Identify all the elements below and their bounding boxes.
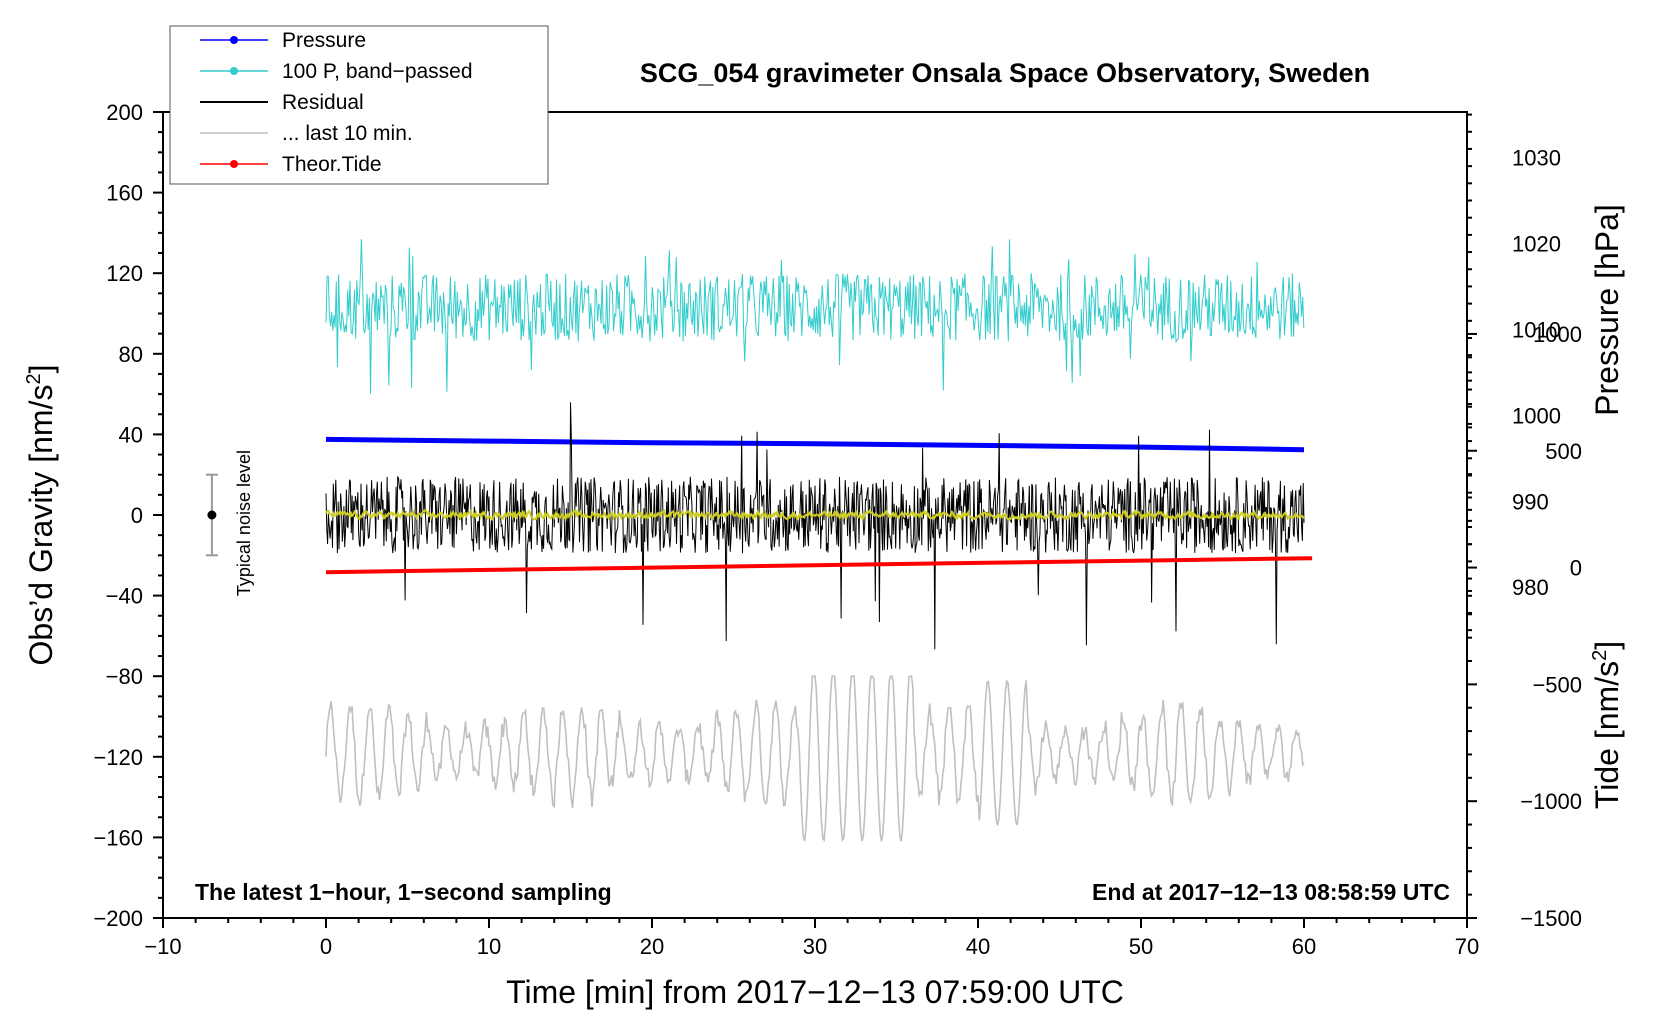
y-axis-left-title-sup: 2 bbox=[23, 373, 45, 384]
tide-tick-label: −1500 bbox=[1520, 906, 1582, 931]
y-axis-left-title: Obs’d Gravity [nm/s2] bbox=[23, 365, 59, 666]
pressure-tick-label: 1010 bbox=[1512, 317, 1561, 342]
legend-items: Pressure 100 P, band−passed Residual ... la… bbox=[200, 29, 473, 176]
x-tick-label: 0 bbox=[320, 934, 332, 959]
tide-tick-label: 0 bbox=[1570, 556, 1582, 581]
tide-tick-label: 500 bbox=[1545, 439, 1582, 464]
x-axis: −10 0 10 20 30 40 50 60 70 bbox=[144, 918, 1479, 959]
x-tick-label: 40 bbox=[966, 934, 990, 959]
y-tick-label: 160 bbox=[106, 181, 143, 206]
y-tick-label: −200 bbox=[93, 906, 143, 931]
y-tick-label: 80 bbox=[119, 342, 143, 367]
legend-marker bbox=[230, 36, 238, 44]
tide-axis-title-end: ] bbox=[1589, 641, 1625, 650]
legend-label: Pressure bbox=[282, 29, 366, 52]
x-tick-label: 20 bbox=[640, 934, 664, 959]
x-axis-title: Time [min] from 2017−12−13 07:59:00 UTC bbox=[506, 974, 1124, 1010]
pressure-axis: 980 990 1000 1010 1020 1030 bbox=[1467, 113, 1561, 632]
pressure-tick-label: 980 bbox=[1512, 575, 1549, 600]
chart-title: SCG_054 gravimeter Onsala Space Observat… bbox=[640, 58, 1370, 88]
series-band-passed-pressure bbox=[325, 239, 1305, 394]
pressure-axis-title: Pressure [hPa] bbox=[1589, 204, 1625, 416]
legend-label: ... last 10 min. bbox=[282, 122, 413, 145]
series-theoretical-tide bbox=[325, 556, 1313, 575]
y-axis-left: −200 −160 −120 −80 −40 0 40 80 120 160 200 bbox=[93, 100, 163, 931]
y-tick-label: −80 bbox=[106, 664, 143, 689]
y-tick-label: 0 bbox=[131, 503, 143, 528]
x-tick-label: 10 bbox=[477, 934, 501, 959]
tide-axis: −1500 −1000 −500 0 500 1000 bbox=[1467, 322, 1582, 931]
pressure-tick-label: 1030 bbox=[1512, 146, 1561, 171]
x-tick-label: 70 bbox=[1455, 934, 1479, 959]
y-tick-label: 120 bbox=[106, 261, 143, 286]
tide-tick-label: −1000 bbox=[1520, 789, 1582, 814]
tide-tick-label: 1000 bbox=[1533, 322, 1582, 347]
y-tick-label: −160 bbox=[93, 825, 143, 850]
series-pressure bbox=[325, 436, 1305, 453]
footer-sampling-note: The latest 1−hour, 1−second sampling bbox=[195, 879, 612, 905]
pressure-tick-label: 1000 bbox=[1512, 403, 1561, 428]
y-tick-label: 40 bbox=[119, 422, 143, 447]
pressure-tick-label: 1020 bbox=[1512, 231, 1561, 256]
tide-axis-title-main: Tide [nm/s bbox=[1589, 661, 1625, 809]
legend: Pressure 100 P, band−passed Residual ... la… bbox=[169, 25, 549, 185]
x-tick-label: 30 bbox=[803, 934, 827, 959]
legend-label: Theor.Tide bbox=[282, 153, 382, 176]
y-axis-left-title-main: Obs’d Gravity [nm/s bbox=[23, 385, 59, 666]
pressure-tick-label: 990 bbox=[1512, 489, 1549, 514]
tide-tick-label: −500 bbox=[1532, 672, 1582, 697]
y-tick-label: 200 bbox=[106, 100, 143, 125]
legend-label: Residual bbox=[282, 91, 364, 114]
series-residual-smoothed bbox=[325, 508, 1305, 522]
series-residual bbox=[325, 402, 1305, 650]
y-tick-label: −120 bbox=[93, 745, 143, 770]
tide-axis-title-sup: 2 bbox=[1589, 650, 1611, 661]
y-tick-label: −40 bbox=[106, 584, 143, 609]
x-tick-label: −10 bbox=[144, 934, 181, 959]
tide-axis-title: Tide [nm/s2] bbox=[1589, 641, 1625, 809]
legend-label: 100 P, band−passed bbox=[282, 60, 473, 83]
legend-marker bbox=[230, 160, 238, 168]
noise-center-dot bbox=[207, 510, 217, 520]
y-axis-left-title-end: ] bbox=[23, 365, 59, 374]
legend-marker bbox=[230, 67, 238, 75]
legend-box bbox=[169, 25, 549, 185]
series-last-10-min bbox=[325, 675, 1305, 843]
noise-label: Typical noise level bbox=[234, 450, 254, 596]
x-tick-label: 60 bbox=[1292, 934, 1316, 959]
x-tick-label: 50 bbox=[1129, 934, 1153, 959]
noise-level-indicator: Typical noise level bbox=[205, 450, 254, 596]
footer-end-time: End at 2017−12−13 08:58:59 UTC bbox=[1092, 879, 1450, 905]
series-layer bbox=[325, 239, 1313, 843]
